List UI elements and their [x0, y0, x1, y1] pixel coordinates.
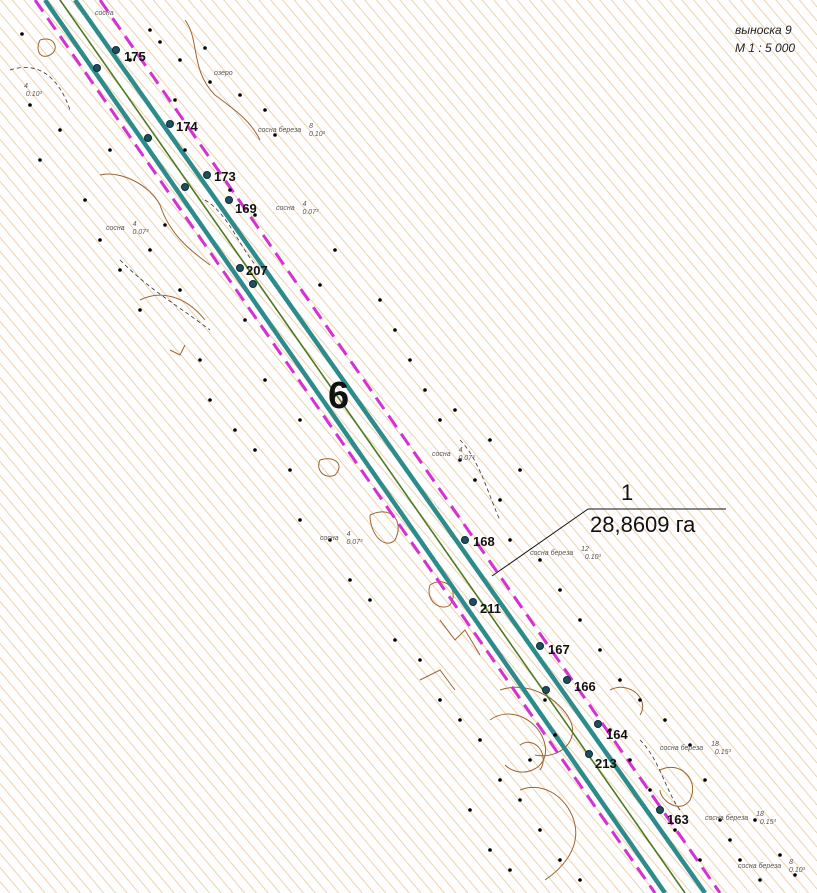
point-label: 174	[176, 119, 198, 134]
tree-label: сосна	[95, 10, 114, 17]
point-label: 169	[235, 201, 257, 216]
callout-title: выноска 9	[735, 23, 792, 37]
tree-label: сосна береза 8 0.10³	[738, 859, 806, 874]
point-label: 163	[667, 812, 689, 827]
plot-number: 1	[621, 480, 633, 505]
point-label: 164	[606, 727, 628, 742]
plot-callout: 1 28,8609 га	[491, 480, 726, 577]
tree-label: 4 0.10³	[24, 83, 42, 98]
callout-title-block: выноска 9 М 1 : 5 000	[735, 23, 795, 55]
point-label: 166	[574, 679, 596, 694]
point-label: 213	[595, 756, 617, 771]
tree-dots	[20, 28, 797, 882]
section-number: 6	[328, 375, 349, 417]
point-label: 167	[548, 642, 570, 657]
point-label: 175	[124, 49, 146, 64]
tree-label: сосна береза 18 0.15³	[705, 811, 777, 826]
tree-label: сосна 4 0.07³	[320, 531, 363, 546]
tree-label: сосна 4 0.07³	[432, 447, 475, 462]
corridor-borders	[43, 0, 707, 893]
protection-zone-lines	[33, 0, 722, 893]
tree-label: озеро	[214, 70, 233, 77]
point-label: 207	[246, 263, 268, 278]
tree-label: сосна береза 18 0.15³	[660, 741, 732, 756]
contour-lines	[37, 19, 694, 881]
tree-label: сосна береза 12 0.10³	[530, 546, 602, 561]
corridor-axis	[59, 0, 686, 893]
map-scale: М 1 : 5 000	[735, 41, 795, 55]
plot-area: 28,8609 га	[590, 512, 696, 537]
point-label: 173	[214, 169, 236, 184]
point-markers	[93, 46, 664, 814]
tree-label: сосна 4 0.07³	[276, 201, 319, 216]
tree-label: сосна береза 8 0.10³	[258, 123, 326, 138]
tree-labels: сосна сосна береза 8 0.10³ сосна 4 0.07³…	[24, 10, 806, 874]
boundary-lines	[9, 67, 681, 811]
tree-label: сосна 4 0.07³	[106, 221, 149, 236]
point-label: 168	[473, 534, 495, 549]
point-label: 211	[480, 601, 501, 616]
plot-leader-line	[491, 508, 589, 577]
point-labels: 175 174 173 169 207 168 211 167 166 164 …	[124, 49, 689, 827]
